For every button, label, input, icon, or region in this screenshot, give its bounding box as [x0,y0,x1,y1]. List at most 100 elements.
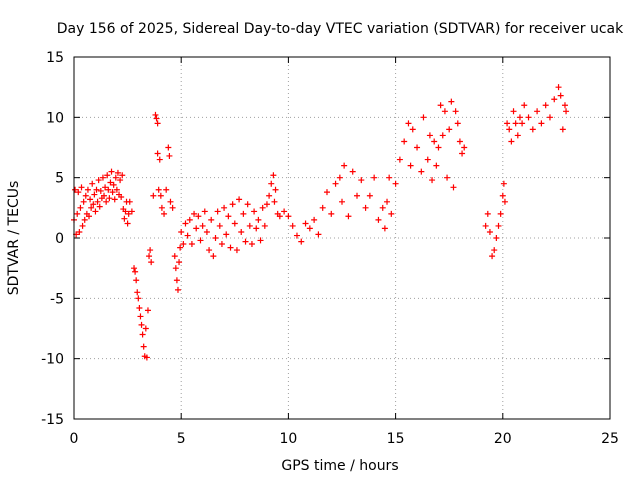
data-point [521,102,528,109]
data-point [240,210,247,217]
y-axis-label: SDTVAR / TECUs [6,181,22,296]
data-point [110,181,117,188]
data-point [143,354,150,361]
data-point [429,177,436,184]
data-point [148,259,155,266]
data-point [171,253,178,260]
data-point [493,235,500,241]
y-tick-labels: -15 -10 -5 0 5 10 15 [41,50,64,428]
data-point [180,241,187,248]
data-point [281,208,288,215]
data-point [122,208,129,215]
data-point [75,189,82,196]
data-point [323,189,330,196]
data-point [497,210,504,217]
data-point [452,108,459,115]
data-point [499,192,506,199]
data-point [495,222,502,229]
data-point [546,114,553,121]
data-point [197,237,204,244]
data-point [208,216,215,223]
data-point [459,150,466,157]
data-point [218,241,225,248]
data-point [315,231,322,238]
data-point [266,192,273,199]
data-point [86,213,93,220]
data-point [229,201,236,208]
data-point [166,152,173,159]
data-point [156,156,163,163]
data-point [270,172,277,179]
data-point [244,201,251,208]
data-point [506,126,513,133]
data-point [272,186,279,193]
data-point [96,203,103,210]
y-tick-label: 0 [55,231,64,247]
data-point [504,120,511,127]
data-point [154,150,161,157]
data-point [119,172,126,179]
data-point [147,247,154,254]
data-point [450,184,457,191]
data-point [216,222,223,229]
data-point [161,210,168,217]
data-point [246,222,253,229]
data-points [71,84,570,361]
data-point [210,253,217,260]
data-point [375,216,382,223]
data-point [242,238,249,245]
data-point [90,201,97,208]
data-point [510,108,517,115]
data-point [89,180,96,187]
data-point [163,186,170,193]
data-point [431,138,438,145]
data-point [182,220,189,227]
data-point [489,253,496,260]
data-point [231,220,238,227]
data-point [444,174,451,181]
x-tick-label: 25 [601,431,619,447]
data-point [454,120,461,127]
data-point [103,198,110,205]
y-tick-label: -15 [41,412,64,428]
data-point [461,144,468,151]
data-point [384,198,391,205]
data-point [339,198,345,205]
data-point [263,201,270,208]
data-point [388,210,395,217]
data-point [298,238,305,245]
data-point [195,213,202,220]
data-point [456,138,463,145]
data-point [426,132,433,139]
data-point [176,259,183,266]
data-point [482,222,489,229]
data-point [101,192,108,199]
x-tick-label: 10 [279,431,297,447]
data-point [557,92,564,99]
data-point [253,225,260,232]
data-point [137,313,144,320]
data-point [233,247,240,254]
data-point [433,162,440,169]
data-point [172,265,179,272]
data-point [238,228,245,235]
data-point [223,231,230,238]
data-point [81,216,88,223]
data-point [133,277,140,284]
data-point [563,108,570,115]
data-point [486,228,493,235]
data-point [112,174,119,181]
data-point [529,126,536,133]
y-tick-label: -5 [50,291,64,307]
data-point [126,198,133,205]
data-point [138,321,145,328]
data-point [276,213,283,220]
data-point [293,232,300,239]
data-point [186,216,193,223]
data-point [150,192,157,199]
data-point [501,198,508,205]
data-point [106,195,113,202]
data-point [435,144,442,151]
data-point [311,216,318,223]
